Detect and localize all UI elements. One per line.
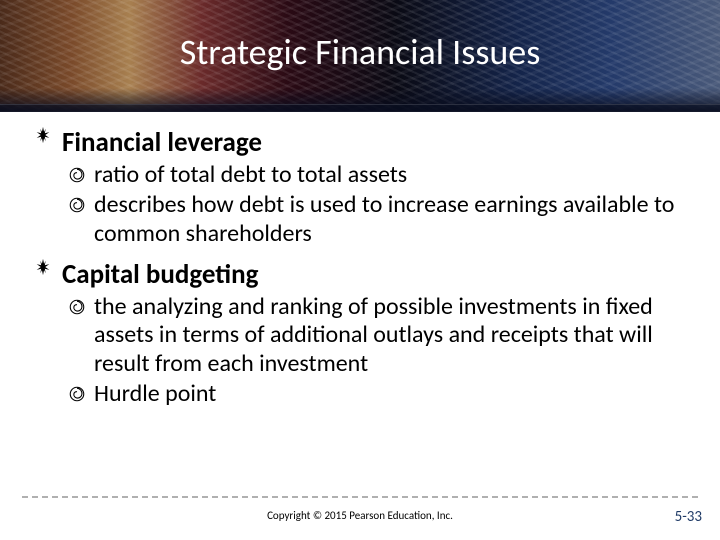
swirl-icon [68, 161, 94, 184]
swirl-icon [68, 380, 94, 403]
swirl-icon [68, 191, 94, 214]
page-number: 5-33 [675, 508, 702, 526]
swirl-icon [68, 293, 94, 316]
header-banner: Strategic Financial Issues [0, 0, 720, 112]
slide: Strategic Financial Issues Financial lev… [0, 0, 720, 540]
bullet-lvl1: Financial leverage [34, 126, 686, 159]
bullet-lvl1-label: Capital budgeting [62, 258, 258, 291]
bullet-lvl2-text: describes how debt is used to increase e… [94, 191, 686, 248]
bullet-lvl2: the analyzing and ranking of possible in… [68, 293, 686, 378]
slide-body: Financial leverage ratio of total debt t… [34, 120, 686, 408]
bullet-lvl2: describes how debt is used to increase e… [68, 191, 686, 248]
footer-divider [22, 496, 698, 498]
bullet-lvl2-text: ratio of total debt to total assets [94, 161, 407, 189]
bullet-lvl2: ratio of total debt to total assets [68, 161, 686, 189]
plus-icon [34, 126, 62, 144]
bullet-lvl2-text: the analyzing and ranking of possible in… [94, 293, 686, 378]
bullet-lvl2-text: Hurdle point [94, 380, 216, 408]
bullet-lvl2: Hurdle point [68, 380, 686, 408]
slide-title: Strategic Financial Issues [0, 30, 720, 74]
plus-icon [34, 258, 62, 276]
bullet-lvl1-label: Financial leverage [62, 126, 262, 159]
copyright-text: Copyright © 2015 Pearson Education, Inc. [0, 509, 720, 522]
header-underline [0, 104, 720, 112]
bullet-lvl1: Capital budgeting [34, 258, 686, 291]
